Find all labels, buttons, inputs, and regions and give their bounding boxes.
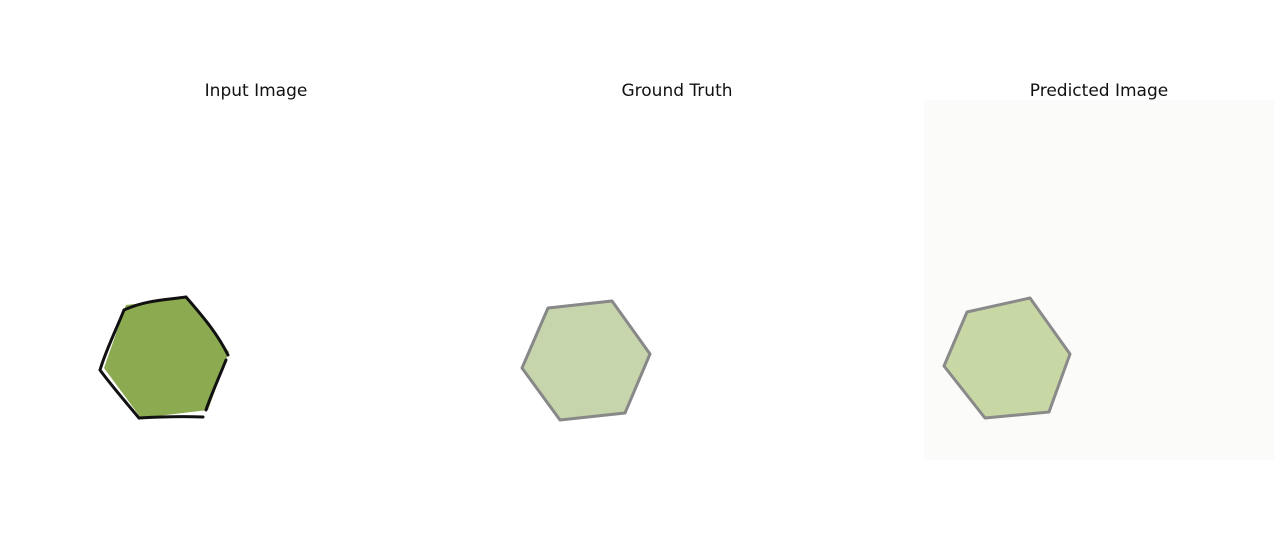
panel-title-input: Input Image [204, 81, 308, 101]
panel-input: Input Image [46, 0, 466, 533]
predicted-hexagon-figure [924, 100, 1274, 460]
panel-title-ground-truth: Ground Truth [621, 81, 733, 101]
panel-title-predicted: Predicted Image [1029, 81, 1169, 101]
predicted-hexagon [942, 296, 1072, 420]
input-hexagon-sketch-outline [98, 295, 230, 420]
panel-predicted: Predicted Image [889, 0, 1280, 533]
ground-truth-hexagon-figure [520, 299, 652, 422]
input-hexagon-figure [98, 295, 230, 420]
panel-ground-truth: Ground Truth [467, 0, 887, 533]
input-hexagon-fill [104, 298, 229, 418]
ground-truth-hexagon [520, 299, 652, 422]
